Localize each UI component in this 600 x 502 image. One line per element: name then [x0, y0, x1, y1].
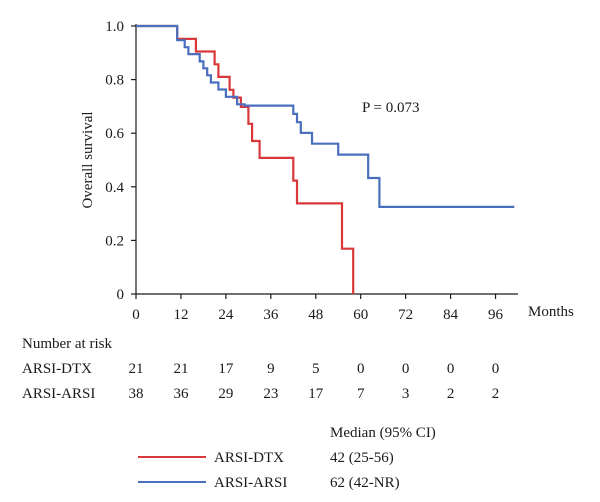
- x-tick-label: 60: [353, 307, 368, 323]
- risk-table-title: Number at risk: [22, 336, 112, 352]
- x-tick-label: 12: [173, 307, 188, 323]
- y-tick-label: 0.6: [105, 126, 124, 142]
- legend-label: ARSI-ARSI: [214, 475, 287, 491]
- legend: ARSI-DTX 42 (25-56) ARSI-ARSI 62 (42-NR): [138, 450, 400, 491]
- y-tick-label: 0.4: [105, 180, 124, 196]
- risk-cell: 7: [357, 386, 365, 402]
- y-tick-label: 0.8: [105, 73, 124, 89]
- x-tick-label: 48: [308, 307, 323, 323]
- legend-label: ARSI-DTX: [214, 450, 284, 466]
- risk-cell: 0: [447, 361, 455, 377]
- risk-cell: 29: [218, 386, 233, 402]
- survival-curves: [136, 24, 515, 294]
- legend-header: Median (95% CI): [330, 425, 436, 441]
- x-tick-label: 84: [443, 307, 459, 323]
- y-tick-label: 1.0: [105, 19, 124, 35]
- risk-cell: 23: [263, 386, 278, 402]
- survival-curve-arsi-arsi: [136, 24, 515, 208]
- x-tick-label: 24: [218, 307, 234, 323]
- risk-cell: 38: [129, 386, 144, 402]
- p-value-annotation: P = 0.073: [362, 100, 420, 116]
- y-tick-label: 0: [117, 287, 125, 303]
- y-axis-label: Overall survival: [80, 111, 96, 208]
- x-axis-label: Months: [528, 304, 574, 320]
- y-tick-label: 0.2: [105, 233, 124, 249]
- risk-cell: 0: [492, 361, 500, 377]
- x-tick-label: 72: [398, 307, 413, 323]
- risk-cell: 2: [492, 386, 500, 402]
- legend-median: 62 (42-NR): [330, 475, 400, 491]
- y-ticks: 0 0.2 0.4 0.6 0.8 1.0: [105, 19, 136, 303]
- risk-cell: 5: [312, 361, 320, 377]
- risk-cell: 0: [357, 361, 365, 377]
- risk-cell: 9: [267, 361, 275, 377]
- x-tick-label: 96: [488, 307, 504, 323]
- x-tick-label: 0: [132, 307, 140, 323]
- risk-cell: 17: [218, 361, 234, 377]
- risk-cell: 36: [173, 386, 189, 402]
- risk-cell: 0: [402, 361, 410, 377]
- risk-row-label: ARSI-DTX: [22, 361, 92, 377]
- axes: [135, 24, 518, 295]
- risk-row-label: ARSI-ARSI: [22, 386, 95, 402]
- legend-median: 42 (25-56): [330, 450, 394, 466]
- x-ticks: 0 12 24 36 48 60 72 84 96: [132, 294, 504, 323]
- x-tick-label: 36: [263, 307, 279, 323]
- risk-cell: 3: [402, 386, 410, 402]
- survival-curve-arsi-dtx: [136, 24, 355, 294]
- risk-cell: 21: [173, 361, 188, 377]
- risk-cell: 17: [308, 386, 324, 402]
- risk-cell: 21: [129, 361, 144, 377]
- risk-cell: 2: [447, 386, 455, 402]
